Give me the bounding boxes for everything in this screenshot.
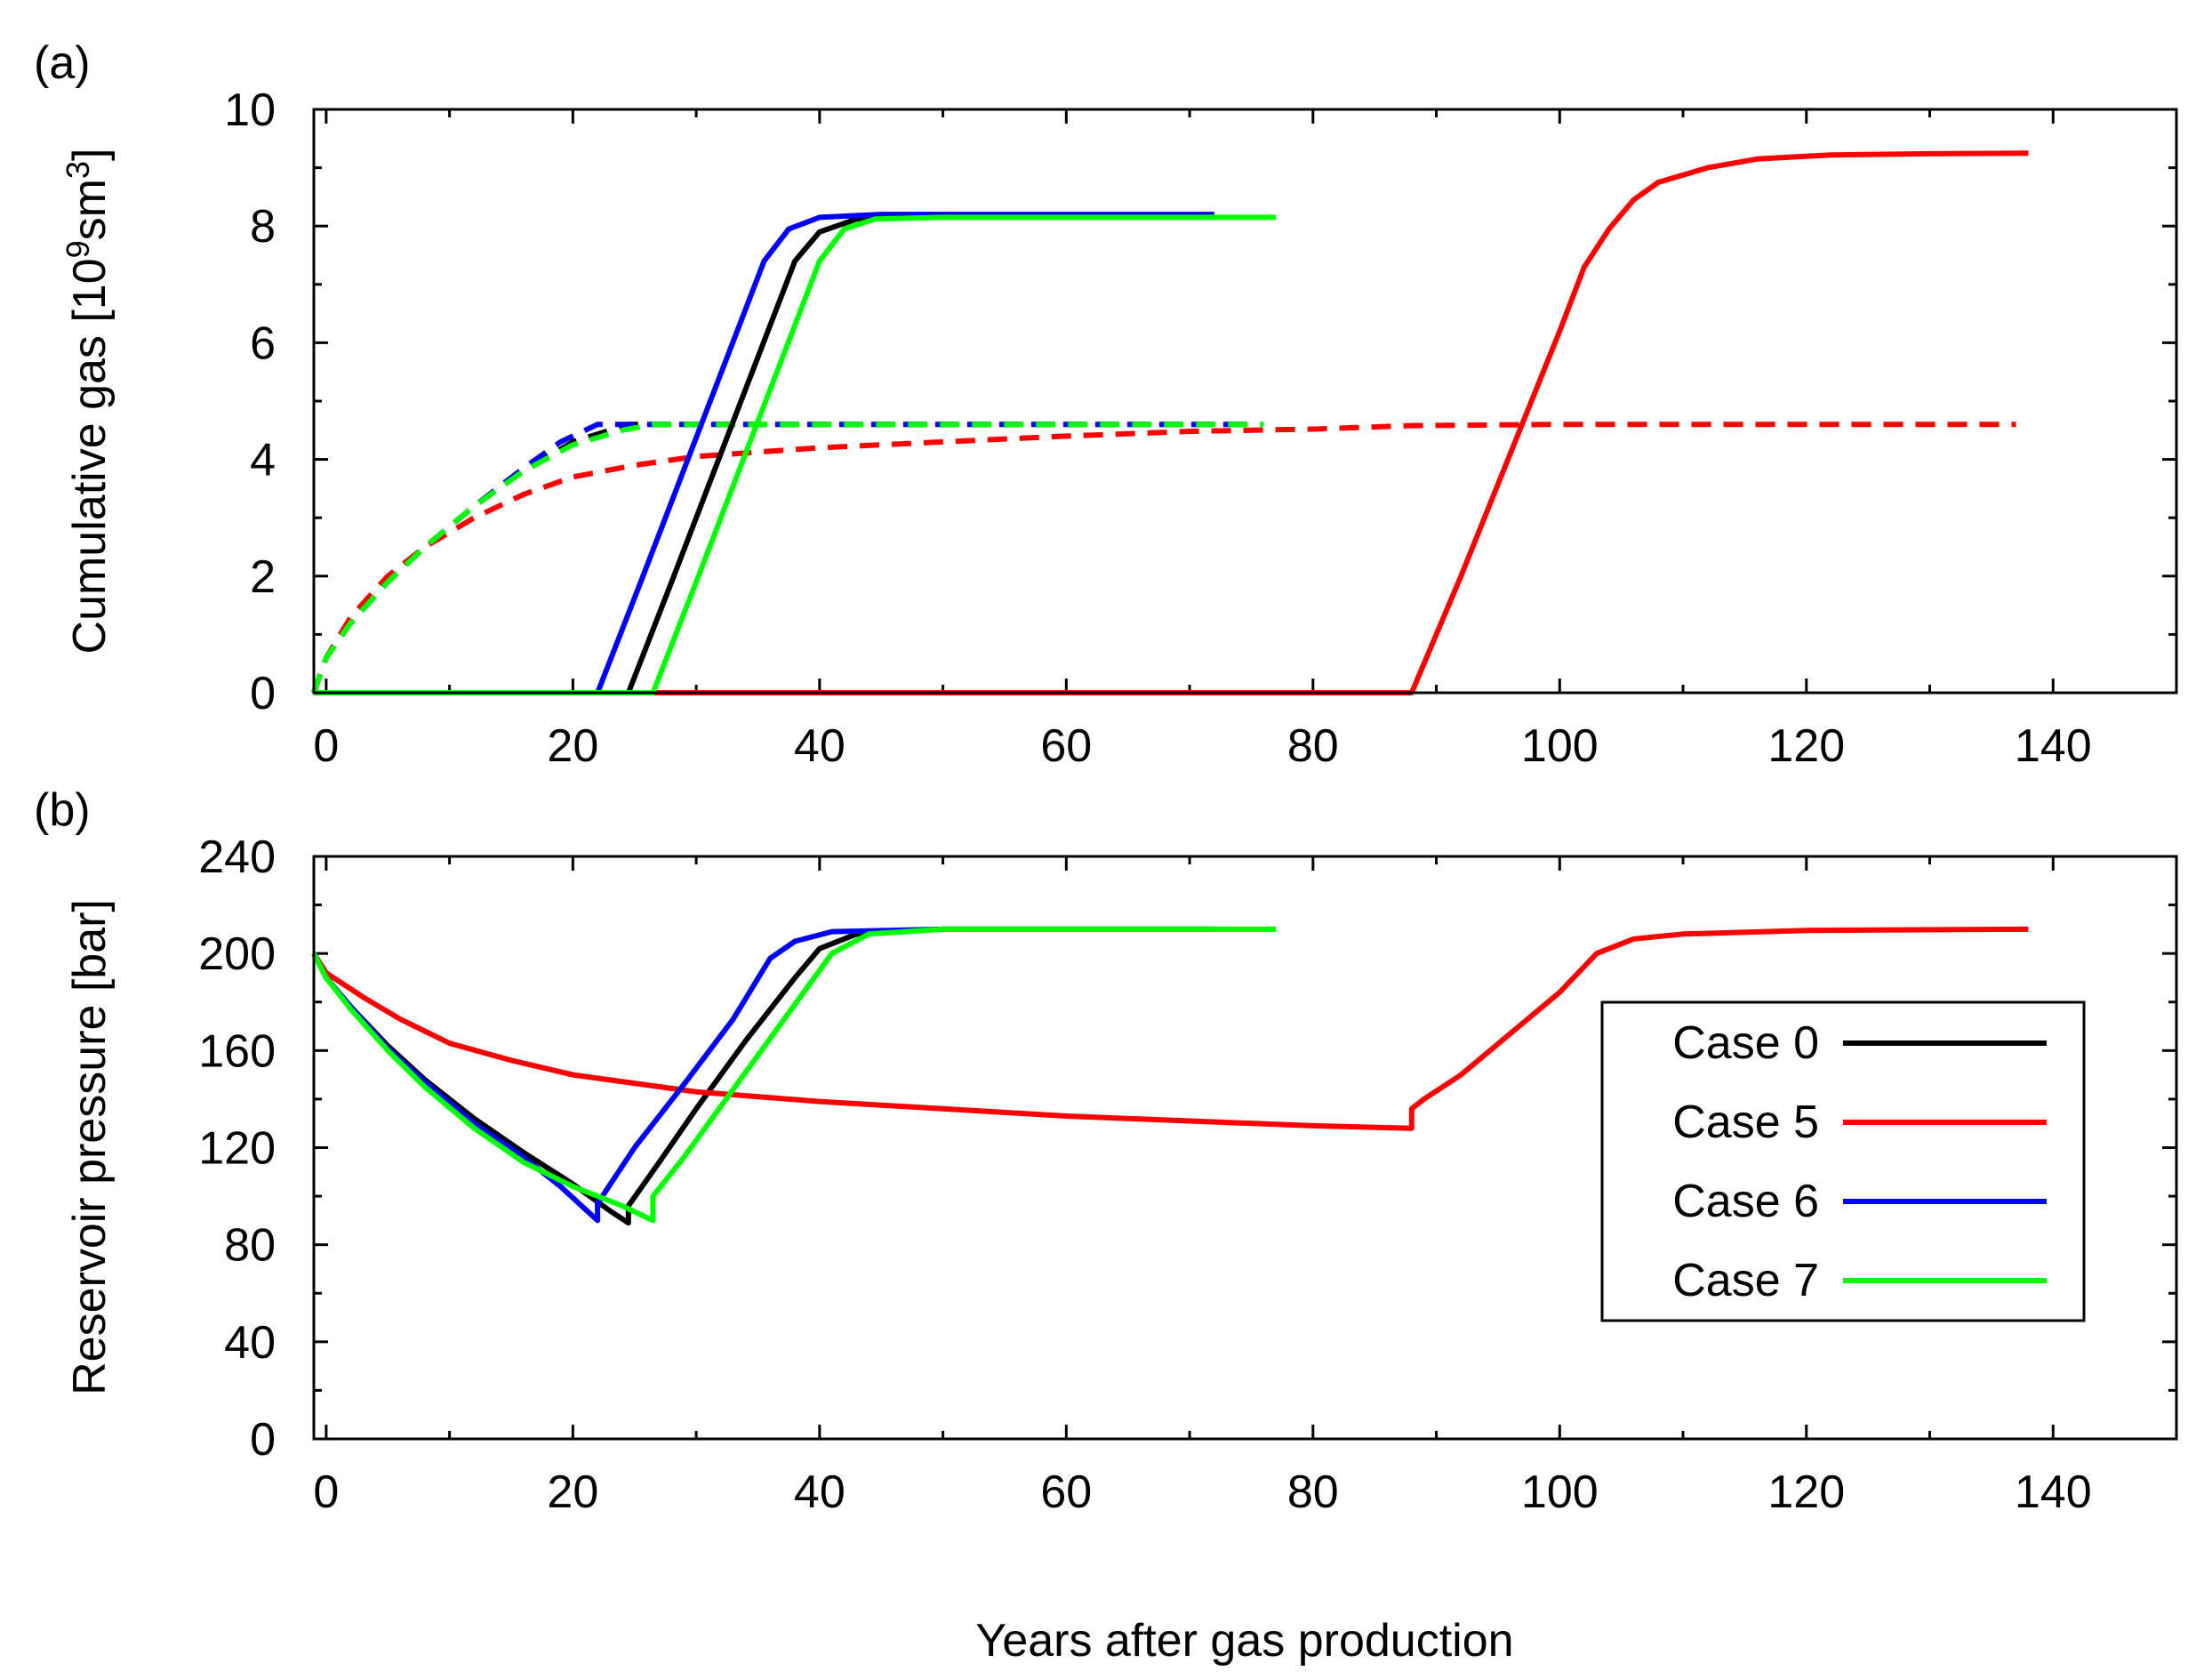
x-tick-label-a-40: 40 — [794, 720, 846, 772]
y-tick-label-b-0: 0 — [250, 1414, 276, 1466]
y-tick-label-b-80: 80 — [224, 1220, 276, 1272]
series-line-a-case-7-dashed — [311, 422, 1264, 694]
series-line-b-case-5 — [311, 926, 2029, 1131]
y-tick-label-a-4: 4 — [250, 435, 276, 486]
series-line-a-case-5 — [314, 150, 2029, 695]
x-tick-label-a-60: 60 — [1040, 720, 1092, 772]
y-tick-label-b-240: 240 — [198, 831, 276, 883]
series-line-a-case-6-dashed — [311, 422, 1252, 694]
panel-a-plot-area: 0 20 40 60 80 100 120 140 0 2 4 6 8 10 — [224, 84, 2178, 772]
series-line-a-case-5-dashed — [311, 422, 2016, 694]
series-line-b-case-7 — [311, 926, 1277, 1224]
y-tick-label-b-200: 200 — [198, 928, 276, 980]
x-tick-label-a-80: 80 — [1287, 720, 1339, 772]
y-tick-label-a-2: 2 — [250, 551, 276, 603]
y-tick-label-a-10: 10 — [224, 84, 276, 136]
panel-b-label: (b) — [34, 784, 91, 836]
x-tick-label-b-140: 140 — [2015, 1466, 2092, 1518]
panel-a-frame — [312, 108, 2178, 695]
x-tick-label-a-20: 20 — [547, 720, 598, 772]
legend-label-case-5: Case 5 — [1672, 1097, 1819, 1148]
panel-a-label: (a) — [34, 37, 91, 89]
x-tick-label-b-80: 80 — [1287, 1466, 1339, 1518]
x-tick-label-b-20: 20 — [547, 1466, 598, 1518]
series-line-a-case-7 — [314, 214, 1277, 695]
x-axis-title: Years after gas production — [975, 1615, 1513, 1667]
panel-b-y-axis-title: Reservoir pressure [bar] — [64, 899, 116, 1395]
x-tick-label-a-100: 100 — [1521, 720, 1599, 772]
ylabel-a-main: Cumulative gas [10 — [64, 258, 116, 654]
legend-label-case-0: Case 0 — [1672, 1017, 1819, 1069]
ylabel-a-sup1: 9 — [60, 240, 96, 258]
legend: Case 0 Case 5 Case 6 Case 7 — [1600, 1000, 2086, 1322]
legend-box — [1600, 1000, 2086, 1322]
y-tick-label-b-160: 160 — [198, 1025, 276, 1077]
ylabel-a-mid: sm — [64, 179, 116, 240]
legend-label-case-6: Case 6 — [1672, 1176, 1819, 1227]
x-tick-label-b-0: 0 — [313, 1466, 339, 1518]
x-tick-label-a-0: 0 — [313, 720, 339, 772]
panel-a-cumulative-gas: (a) 0 20 40 60 80 100 120 140 0 2 4 6 8 10 Cumulative… — [34, 37, 2178, 772]
x-tick-label-a-120: 120 — [1767, 720, 1845, 772]
x-tick-label-a-140: 140 — [2015, 720, 2092, 772]
y-tick-label-b-120: 120 — [198, 1123, 276, 1175]
panel-b-reservoir-pressure: (b) 0 20 40 60 80 100 120 14004080120160200240 … — [34, 784, 2178, 1667]
series-line-a-case-6 — [314, 212, 1214, 695]
ylabel-a-sup2: 3 — [60, 161, 96, 179]
x-tick-label-b-60: 60 — [1040, 1466, 1092, 1518]
panel-a-y-axis-title: Cumulative gas [109sm3] — [60, 149, 116, 655]
y-tick-label-a-6: 6 — [250, 317, 276, 369]
y-tick-label-b-40: 40 — [224, 1317, 276, 1369]
x-tick-label-b-100: 100 — [1521, 1466, 1599, 1518]
legend-label-case-7: Case 7 — [1672, 1255, 1819, 1306]
x-tick-label-b-40: 40 — [794, 1466, 846, 1518]
series-line-a-case-0-dashed — [311, 422, 1252, 694]
x-tick-label-b-120: 120 — [1767, 1466, 1845, 1518]
ylabel-a-end: ] — [64, 149, 116, 161]
series-line-a-case-0 — [314, 214, 1214, 695]
y-tick-label-a-0: 0 — [250, 668, 276, 719]
panel-b-frame — [312, 855, 2178, 1441]
series-line-b-case-6 — [311, 926, 1214, 1224]
y-tick-label-a-8: 8 — [250, 201, 276, 253]
